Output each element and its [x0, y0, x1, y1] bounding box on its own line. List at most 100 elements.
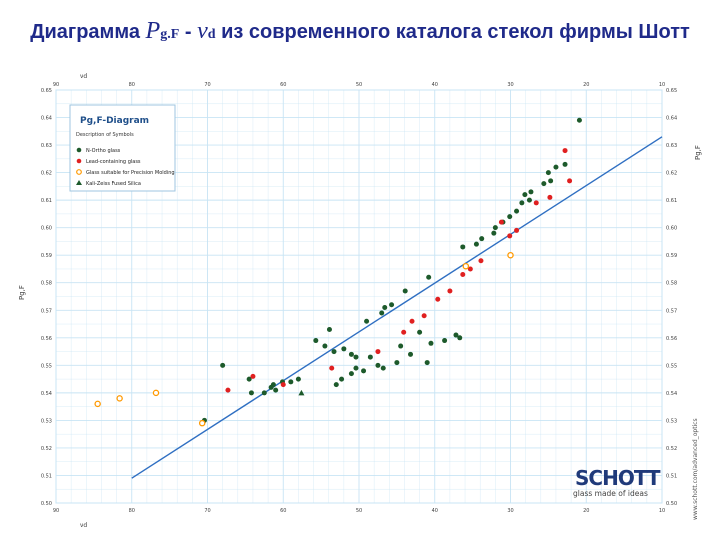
- x-tick-label-bottom: 50: [356, 508, 362, 514]
- legend-item-label: Glass suitable for Precision Molding: [86, 170, 175, 176]
- glass-marker-lead: [533, 200, 539, 206]
- glass-marker-n-ortho: [553, 164, 559, 170]
- x-tick-label-top: 20: [583, 82, 589, 88]
- tick-labels: 9090808070706060505040403030202010100.50…: [41, 82, 677, 514]
- x-tick-label-top: 80: [129, 82, 135, 88]
- schott-brand: SCHOTT glass made of ideas www.schott.co…: [573, 418, 699, 520]
- glass-marker-precision-molding: [94, 400, 101, 408]
- glass-marker-n-ortho: [453, 332, 459, 338]
- glass-marker-lead: [401, 329, 407, 335]
- y-tick-label-right: 0.65: [666, 88, 677, 94]
- y-tick-label-right: 0.60: [666, 226, 677, 232]
- y-tick-label-left: 0.65: [41, 88, 52, 94]
- title-symbol-p-subscript: g.F: [160, 27, 180, 42]
- schott-tagline: glass made of ideas: [573, 489, 648, 498]
- glass-marker-n-ortho: [398, 343, 404, 349]
- glass-marker-n-ortho: [313, 338, 319, 344]
- legend-item-label: Lead-containing glass: [86, 159, 141, 165]
- glass-marker-lead: [547, 194, 553, 200]
- glass-marker-n-ortho: [417, 329, 423, 335]
- y-tick-label-left: 0.55: [41, 363, 52, 369]
- glass-marker-n-ortho: [428, 340, 434, 346]
- title-symbol-nu: ν: [197, 18, 208, 44]
- glass-marker-precision-molding: [462, 262, 470, 270]
- y-tick-label-left: 0.61: [41, 198, 52, 204]
- x-axis-label-top: νd: [80, 73, 87, 80]
- x-tick-label-top: 10: [659, 82, 665, 88]
- glass-marker-n-ortho: [545, 170, 551, 176]
- y-tick-label-left: 0.54: [41, 391, 52, 397]
- legend-subtitle: Description of Symbols: [76, 132, 134, 138]
- y-tick-label-left: 0.59: [41, 253, 52, 259]
- title-suffix: из современного каталога стекол фирмы Шо…: [215, 21, 690, 43]
- glass-marker-n-ortho: [442, 338, 448, 344]
- glass-marker-n-ortho: [491, 230, 497, 236]
- glass-marker-n-ortho: [562, 161, 568, 167]
- glass-marker-lead: [562, 148, 568, 154]
- y-tick-label-right: 0.56: [666, 336, 677, 342]
- glass-marker-n-ortho: [375, 362, 381, 368]
- glass-marker-n-ortho: [261, 390, 267, 396]
- x-tick-label-top: 50: [356, 82, 362, 88]
- x-tick-label-top: 40: [432, 82, 438, 88]
- glass-markers: [94, 117, 582, 427]
- glass-marker-n-ortho: [326, 327, 332, 333]
- glass-marker-n-ortho: [341, 346, 347, 352]
- glass-marker-n-ortho: [348, 351, 354, 357]
- x-tick-label-bottom: 90: [53, 508, 59, 514]
- glass-marker-n-ortho: [331, 349, 337, 355]
- glass-marker-precision-molding: [152, 389, 160, 397]
- y-tick-label-right: 0.64: [666, 116, 677, 122]
- legend-circle-icon: [76, 147, 82, 153]
- y-tick-label-right: 0.52: [666, 446, 677, 452]
- glass-marker-n-ortho: [364, 318, 370, 324]
- legend-items: N-Ortho glass Lead-containing glass Glass …: [76, 147, 175, 187]
- y-axis-label-left: Pg,F: [18, 285, 26, 300]
- y-tick-label-right: 0.59: [666, 253, 677, 259]
- glass-marker-n-ortho: [382, 305, 388, 311]
- glass-marker-n-ortho: [507, 214, 513, 220]
- glass-marker-n-ortho: [361, 368, 367, 374]
- glass-marker-n-ortho: [339, 376, 345, 382]
- y-tick-label-left: 0.64: [41, 116, 52, 122]
- glass-marker-lead: [280, 382, 286, 388]
- y-tick-label-left: 0.63: [41, 143, 52, 149]
- glass-marker-n-ortho: [353, 354, 359, 360]
- glass-marker-n-ortho: [541, 181, 547, 187]
- legend-open-circle-icon: [76, 169, 82, 175]
- y-tick-label-left: 0.50: [41, 501, 52, 507]
- y-tick-label-left: 0.51: [41, 473, 52, 479]
- glass-marker-lead: [514, 227, 520, 233]
- glass-marker-precision-molding: [116, 395, 123, 402]
- x-tick-label-bottom: 20: [583, 508, 589, 514]
- x-tick-label-top: 60: [280, 82, 286, 88]
- y-tick-label-right: 0.50: [666, 501, 677, 507]
- x-tick-label-bottom: 10: [659, 508, 665, 514]
- y-tick-label-left: 0.60: [41, 226, 52, 232]
- glass-marker-lead: [421, 313, 427, 319]
- glass-marker-n-ortho: [473, 241, 479, 247]
- y-tick-label-left: 0.52: [41, 446, 52, 452]
- glass-marker-triangle: [298, 389, 305, 396]
- glass-marker-lead: [409, 318, 415, 324]
- x-tick-label-top: 70: [204, 82, 210, 88]
- glass-marker-n-ortho: [268, 384, 274, 390]
- legend-item-label: Kali-Zeiss Fused Silica: [86, 181, 141, 187]
- glass-marker-precision-molding: [507, 251, 514, 259]
- y-tick-label-right: 0.61: [666, 198, 677, 204]
- glass-marker-n-ortho: [526, 197, 532, 203]
- glass-marker-n-ortho: [333, 382, 339, 388]
- glass-marker-n-ortho: [246, 376, 252, 382]
- x-tick-label-bottom: 60: [280, 508, 286, 514]
- glass-marker-precision-molding: [198, 419, 206, 427]
- glass-marker-n-ortho: [348, 371, 354, 377]
- glass-marker-n-ortho: [322, 343, 328, 349]
- glass-marker-n-ortho: [273, 387, 279, 393]
- y-tick-label-left: 0.57: [41, 308, 52, 314]
- legend-triangle-icon: [76, 180, 82, 185]
- glass-marker-lead: [498, 219, 504, 225]
- glass-marker-n-ortho: [379, 310, 385, 316]
- glass-marker-lead: [478, 258, 484, 264]
- glass-marker-lead: [250, 373, 256, 379]
